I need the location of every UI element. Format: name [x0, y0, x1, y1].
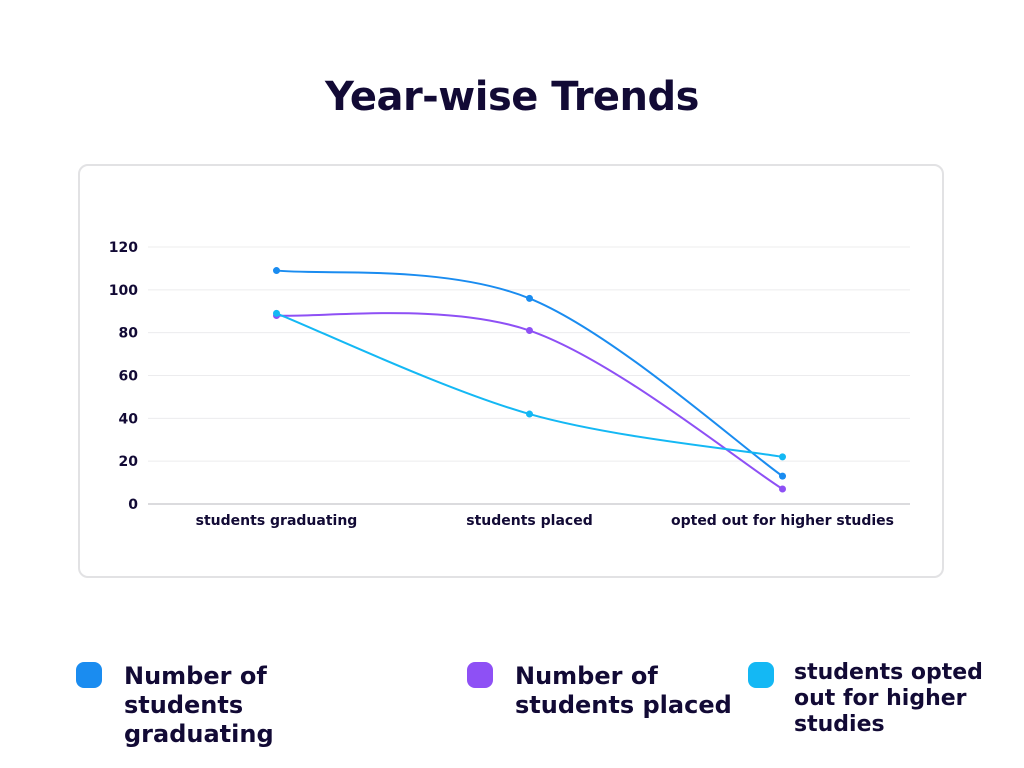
data-point[interactable] [526, 410, 533, 418]
legend-item-graduating[interactable]: Number of students graduating [76, 662, 344, 749]
x-category-label: students placed [466, 513, 592, 529]
legend-label-placed: Number of students placed [515, 662, 732, 719]
x-axis-categories: students graduating students placed opted … [196, 513, 894, 529]
y-tick-label: 0 [128, 497, 138, 513]
legend-swatch-placed [467, 662, 493, 688]
chart-title: Year-wise Trends [325, 74, 699, 120]
x-category-label: opted out for higher studies [671, 513, 894, 529]
legend-item-higher-studies[interactable]: students opted out for higher studies [748, 660, 994, 738]
legend-swatch-graduating [76, 662, 102, 688]
y-tick-label: 20 [119, 454, 139, 470]
data-point[interactable] [273, 267, 280, 275]
grid-lines [148, 246, 910, 505]
series-lines [273, 267, 786, 493]
y-tick-label: 120 [109, 240, 138, 256]
data-point[interactable] [273, 309, 280, 317]
y-tick-label: 40 [119, 411, 139, 427]
x-category-label: students graduating [196, 513, 358, 529]
legend-item-placed[interactable]: Number of students placed [467, 662, 735, 720]
series-line-1 [276, 312, 784, 490]
y-tick-label: 60 [119, 369, 139, 385]
data-point[interactable] [526, 294, 533, 302]
legend-label-higher-studies: students opted out for higher studies [794, 660, 983, 737]
y-tick-label: 100 [109, 283, 138, 299]
data-point[interactable] [779, 472, 786, 480]
data-point[interactable] [526, 327, 533, 335]
data-point[interactable] [779, 485, 786, 493]
y-tick-label: 80 [119, 326, 139, 342]
data-point[interactable] [779, 453, 786, 461]
legend-label-graduating: Number of students graduating [124, 662, 274, 748]
chart-card: 0 20 40 60 80 100 120 students graduating stude… [78, 164, 944, 578]
legend-swatch-higher-studies [748, 662, 774, 688]
y-axis-ticks: 0 20 40 60 80 100 120 [109, 240, 138, 513]
